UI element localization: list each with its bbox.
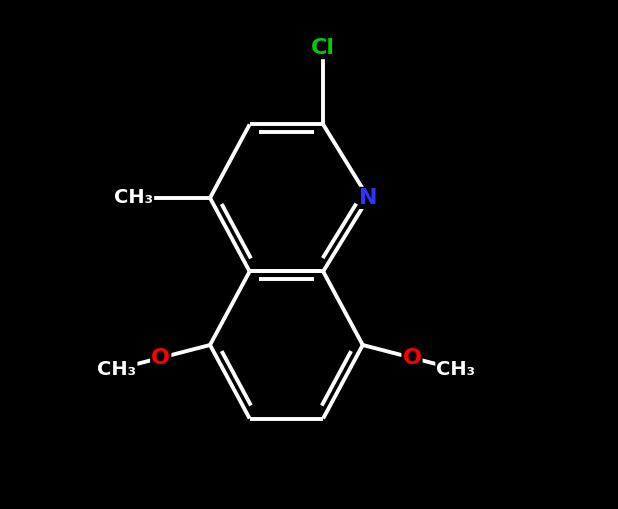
Text: CH₃: CH₃ xyxy=(114,188,153,208)
Text: Cl: Cl xyxy=(311,38,335,58)
Text: O: O xyxy=(402,348,421,368)
Text: O: O xyxy=(151,348,170,368)
Text: N: N xyxy=(359,188,378,208)
Text: CH₃: CH₃ xyxy=(436,360,475,379)
Text: CH₃: CH₃ xyxy=(98,360,137,379)
